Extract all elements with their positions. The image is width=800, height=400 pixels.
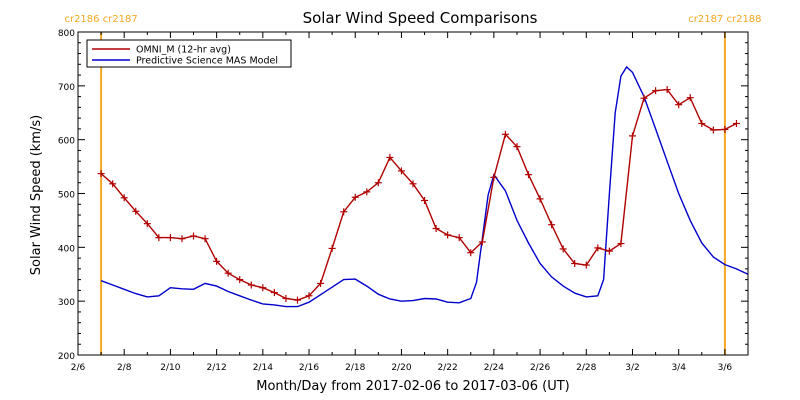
legend-box (86, 39, 292, 68)
omni-data-point (224, 269, 232, 277)
omni-data-point (374, 179, 382, 187)
chart-title: Solar Wind Speed Comparisons (303, 9, 538, 27)
omni-data-point (132, 207, 140, 215)
y-axis-title: Solar Wind Speed (km/s) (29, 115, 44, 275)
omni-data-point (571, 259, 579, 267)
omni-data-point (548, 221, 556, 229)
omni-data-point (594, 244, 602, 252)
omni-data-point (97, 170, 105, 178)
omni-data-point (328, 244, 336, 252)
x-tick-label: 2/22 (438, 363, 458, 373)
x-tick-label: 2/14 (253, 363, 273, 373)
omni-series-line (100, 88, 737, 301)
omni-data-point (605, 247, 613, 255)
legend: OMNI_M (12-hr avg)Predictive Science MAS… (86, 39, 292, 68)
x-axis-title: Month/Day from 2017-02-06 to 2017-03-06 … (256, 379, 569, 394)
omni-data-point (628, 132, 636, 140)
omni-data-point (386, 153, 394, 161)
x-tick-label: 2/6 (71, 363, 86, 373)
omni-data-point (698, 120, 706, 128)
omni-data-point (444, 231, 452, 239)
omni-data-point (166, 234, 174, 242)
omni-data-point (709, 126, 717, 134)
omni-data-point (293, 296, 301, 304)
x-tick-label: 2/18 (345, 363, 365, 373)
x-tick-label: 2/16 (299, 363, 319, 373)
x-tick-label: 3/4 (671, 363, 686, 373)
x-tick-label: 3/2 (625, 363, 639, 373)
omni-data-point (178, 235, 186, 243)
omni-data-point (305, 292, 313, 300)
omni-data-point (501, 130, 509, 138)
x-tick-label: 2/20 (391, 363, 411, 373)
x-tick-label: 2/12 (207, 363, 227, 373)
omni-data-point (282, 294, 290, 302)
y-tick-label: 700 (58, 83, 75, 93)
x-tick-label: 2/10 (160, 363, 180, 373)
legend-label: Predictive Science MAS Model (136, 56, 278, 67)
omni-data-point (490, 173, 498, 181)
omni-data-point (675, 101, 683, 109)
omni-data-point (640, 94, 648, 102)
legend-label: OMNI_M (12-hr avg) (136, 45, 231, 56)
omni-data-point (155, 234, 163, 242)
omni-data-point (455, 234, 463, 242)
omni-data-point (317, 279, 325, 287)
x-tick-label: 2/24 (484, 363, 504, 373)
omni-data-point (109, 180, 117, 188)
omni-data-point (617, 240, 625, 248)
omni-data-point (201, 235, 209, 243)
omni-data-point (525, 171, 533, 179)
y-tick-label: 300 (58, 298, 75, 308)
y-tick-label: 200 (58, 352, 75, 362)
omni-data-point (732, 120, 740, 128)
omni-data-point (652, 87, 660, 95)
x-tick-label: 2/28 (576, 363, 596, 373)
omni-data-point (259, 284, 267, 292)
omni-data-point (686, 94, 694, 102)
omni-data-point (409, 180, 417, 188)
omni-data-point (247, 281, 255, 289)
omni-data-point (478, 238, 486, 246)
omni-data-point (432, 224, 440, 232)
omni-data-point (467, 249, 475, 257)
omni-data-point (721, 125, 729, 133)
carrington-rotation-label: cr2187 cr2188 (688, 14, 761, 25)
omni-data-point (340, 208, 348, 216)
omni-data-point (143, 220, 151, 228)
omni-data-point (559, 245, 567, 253)
omni-data-point (397, 167, 405, 175)
carrington-rotation-label: cr2186 cr2187 (64, 14, 137, 25)
omni-data-point (536, 195, 544, 203)
y-tick-label: 800 (58, 29, 75, 39)
omni-data-point (213, 257, 221, 265)
omni-data-point (513, 143, 521, 151)
x-tick-label: 2/26 (530, 363, 550, 373)
omni-data-point (351, 193, 359, 201)
mas-model-series-line (100, 65, 749, 308)
omni-data-point (236, 276, 244, 284)
omni-data-point (190, 232, 198, 240)
y-tick-label: 600 (58, 137, 75, 147)
omni-data-point (421, 196, 429, 204)
y-tick-label: 500 (58, 191, 75, 201)
omni-data-point (363, 188, 371, 196)
omni-data-point (582, 261, 590, 269)
omni-data-point (663, 86, 671, 94)
x-tick-label: 3/6 (718, 363, 733, 373)
x-tick-label: 2/8 (117, 363, 132, 373)
y-tick-label: 400 (58, 244, 75, 254)
omni-data-point (270, 289, 278, 297)
omni-data-point (120, 194, 128, 202)
